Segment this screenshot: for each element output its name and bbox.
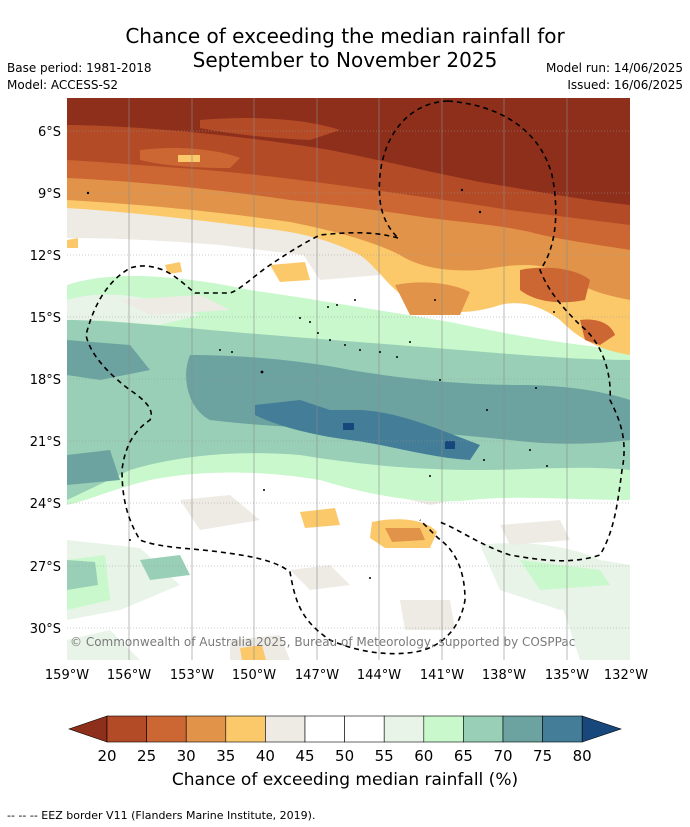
lon-label: 135°W bbox=[545, 668, 589, 683]
lon-label: 150°W bbox=[232, 668, 276, 683]
colorbar-swatch bbox=[344, 715, 385, 743]
issued-date: Issued: 16/06/2025 bbox=[567, 78, 683, 92]
colorbar-swatch bbox=[383, 715, 425, 743]
colorbar-tick-label: 40 bbox=[256, 747, 275, 765]
colorbar-tick-label: 60 bbox=[414, 747, 433, 765]
latitude-labels: 6°S 9°S 12°S 15°S 18°S 21°S 24°S 27°S 30… bbox=[30, 125, 61, 637]
eez-borders bbox=[85, 100, 625, 655]
longitude-labels: 159°W 156°W 153°W 150°W 147°W 144°W 141°… bbox=[45, 668, 648, 683]
lat-label: 21°S bbox=[30, 435, 61, 450]
colorbar-swatch bbox=[304, 715, 345, 743]
lat-label: 12°S bbox=[30, 249, 61, 264]
eez-footnote: -- -- -- EEZ border V11 (Flanders Marine… bbox=[7, 809, 316, 822]
colorbar-swatch bbox=[185, 715, 227, 743]
lon-label: 147°W bbox=[295, 668, 339, 683]
colorbar-swatch bbox=[146, 715, 187, 743]
copyright-note: © Commonwealth of Australia 2025, Bureau… bbox=[70, 635, 575, 649]
lon-label: 141°W bbox=[420, 668, 464, 683]
colorbar-tick-label: 80 bbox=[573, 747, 592, 765]
model-name: Model: ACCESS-S2 bbox=[7, 78, 119, 92]
title-line-1: Chance of exceeding the median rainfall … bbox=[125, 24, 565, 48]
lon-label: 138°W bbox=[482, 668, 526, 683]
lat-label: 9°S bbox=[38, 187, 61, 202]
colorbar-swatch bbox=[423, 715, 464, 743]
colorbar-tick-label: 75 bbox=[533, 747, 552, 765]
colorbar-tick-label: 45 bbox=[295, 747, 314, 765]
colorbar-tick-label: 65 bbox=[454, 747, 473, 765]
meridians bbox=[128, 98, 568, 660]
title-line-2: September to November 2025 bbox=[192, 48, 498, 72]
lon-label: 144°W bbox=[357, 668, 401, 683]
lat-label: 18°S bbox=[30, 373, 61, 388]
meta-left: Base period: 1981-2018 Model: ACCESS-S2 bbox=[7, 60, 152, 94]
colorbar-tick-label: 35 bbox=[216, 747, 235, 765]
meta-right: Model run: 14/06/2025 Issued: 16/06/2025 bbox=[546, 60, 683, 94]
colorbar-extend-low bbox=[68, 715, 108, 743]
lon-label: 153°W bbox=[170, 668, 214, 683]
lon-label: 132°W bbox=[604, 668, 648, 683]
colorbar: 20 25 30 35 40 45 50 55 60 65 70 75 80 bbox=[68, 715, 622, 765]
colorbar-tick-label: 20 bbox=[97, 747, 116, 765]
colorbar-swatch bbox=[463, 715, 504, 743]
base-period: Base period: 1981-2018 bbox=[7, 61, 152, 75]
colorbar-swatch bbox=[265, 715, 306, 743]
colorbar-swatch bbox=[542, 715, 583, 743]
rainfall-field bbox=[67, 98, 630, 660]
colorbar-swatch bbox=[106, 715, 147, 743]
lat-label: 27°S bbox=[30, 560, 61, 575]
lat-label: 24°S bbox=[30, 497, 61, 512]
map-figure: © Commonwealth of Australia 2025, Bureau… bbox=[30, 98, 648, 765]
lat-label: 30°S bbox=[30, 622, 61, 637]
map-title: Chance of exceeding the median rainfall … bbox=[0, 24, 690, 72]
lat-label: 6°S bbox=[38, 125, 61, 140]
colorbar-label: Chance of exceeding median rainfall (%) bbox=[171, 770, 519, 790]
colorbar-tick-label: 50 bbox=[335, 747, 354, 765]
colorbar-extend-high bbox=[581, 715, 622, 743]
graticule bbox=[67, 130, 630, 629]
lat-label: 15°S bbox=[30, 311, 61, 326]
colorbar-swatch bbox=[225, 715, 266, 743]
colorbar-tick-label: 25 bbox=[137, 747, 156, 765]
model-run: Model run: 14/06/2025 bbox=[545, 61, 683, 75]
colorbar-tick-label: 30 bbox=[177, 747, 196, 765]
islands bbox=[86, 188, 555, 579]
colorbar-tick-label: 70 bbox=[493, 747, 512, 765]
lon-label: 156°W bbox=[107, 668, 151, 683]
colorbar-tick-label: 55 bbox=[375, 747, 394, 765]
colorbar-swatch bbox=[502, 715, 543, 743]
lon-label: 159°W bbox=[45, 668, 89, 683]
